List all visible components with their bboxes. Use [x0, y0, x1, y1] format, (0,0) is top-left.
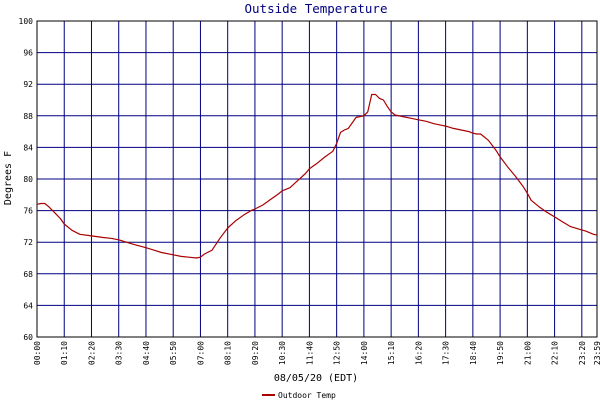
y-tick-label: 68	[23, 270, 33, 279]
x-tick: 09:20	[251, 341, 260, 365]
x-tick-label: 00:00	[33, 341, 42, 365]
x-tick: 19:50	[496, 341, 505, 365]
x-tick-label: 12:50	[333, 341, 342, 365]
x-tick: 18:40	[469, 341, 478, 365]
x-tick-label: 23:59	[593, 341, 600, 365]
y-tick-label: 64	[23, 301, 33, 310]
x-tick: 23:59	[593, 341, 600, 365]
x-tick-label: 11:40	[305, 341, 314, 365]
y-tick-label: 100	[19, 17, 34, 26]
y-tick-label: 72	[23, 238, 33, 247]
x-tick: 23:20	[578, 341, 587, 365]
x-tick: 07:00	[196, 341, 205, 365]
chart-title: Outside Temperature	[245, 1, 388, 16]
x-tick-label: 01:10	[60, 341, 69, 365]
x-tick-label: 05:50	[169, 341, 178, 365]
x-tick: 04:40	[142, 341, 151, 365]
y-tick-label: 84	[23, 143, 33, 152]
x-tick-label: 14:00	[360, 341, 369, 365]
x-tick-label: 17:30	[442, 341, 451, 365]
series-layer	[36, 93, 598, 259]
x-tick-label: 19:50	[496, 341, 505, 365]
x-tick-label: 15:10	[387, 341, 396, 365]
x-tick-label: 04:40	[142, 341, 151, 365]
x-tick: 16:20	[414, 341, 423, 365]
x-tick-label: 18:40	[469, 341, 478, 365]
x-tick: 14:00	[360, 341, 369, 365]
plot-frame	[36, 20, 598, 338]
y-tick-label: 76	[23, 207, 33, 216]
x-tick: 10:30	[278, 341, 287, 365]
x-tick-label: 10:30	[278, 341, 287, 365]
x-tick: 08:10	[224, 341, 233, 365]
x-tick: 02:20	[87, 341, 96, 365]
x-tick: 22:10	[551, 341, 560, 365]
x-tick-label: 16:20	[414, 341, 423, 365]
x-tick: 03:30	[115, 341, 124, 365]
x-tick-label: 03:30	[115, 341, 124, 365]
y-axis-label: Degrees F	[3, 151, 14, 205]
x-tick: 15:10	[387, 341, 396, 365]
x-tick: 17:30	[442, 341, 451, 365]
x-tick: 12:50	[333, 341, 342, 365]
x-tick: 00:00	[33, 341, 42, 365]
legend: Outdoor Temp	[262, 391, 336, 400]
y-tick-label: 88	[23, 112, 33, 121]
x-tick-label: 21:00	[523, 341, 532, 365]
plot-area	[36, 20, 598, 338]
x-tick-label: 07:00	[196, 341, 205, 365]
y-tick-label: 96	[23, 49, 33, 58]
x-tick: 11:40	[305, 341, 314, 365]
series-line-outdoor-temp	[36, 93, 598, 259]
x-tick: 01:10	[60, 341, 69, 365]
legend-label-outdoor-temp: Outdoor Temp	[278, 391, 336, 400]
x-tick-label: 02:20	[87, 341, 96, 365]
x-tick-label: 09:20	[251, 341, 260, 365]
x-axis-ticks: 00:00 01:10 02:20 03:30 04:40 05:50 07:00 08:10…	[33, 341, 600, 365]
y-tick-label: 60	[23, 333, 33, 342]
x-tick: 05:50	[169, 341, 178, 365]
x-tick: 21:00	[523, 341, 532, 365]
y-tick-label: 80	[23, 175, 33, 184]
x-tick-label: 23:20	[578, 341, 587, 365]
y-tick-label: 92	[23, 80, 33, 89]
y-axis-ticks: 60 64 68 72 76 80 84 88 92 96 100	[19, 17, 34, 342]
x-axis-label: 08/05/20 (EDT)	[274, 373, 358, 384]
x-tick-label: 22:10	[551, 341, 560, 365]
x-tick-label: 08:10	[224, 341, 233, 365]
